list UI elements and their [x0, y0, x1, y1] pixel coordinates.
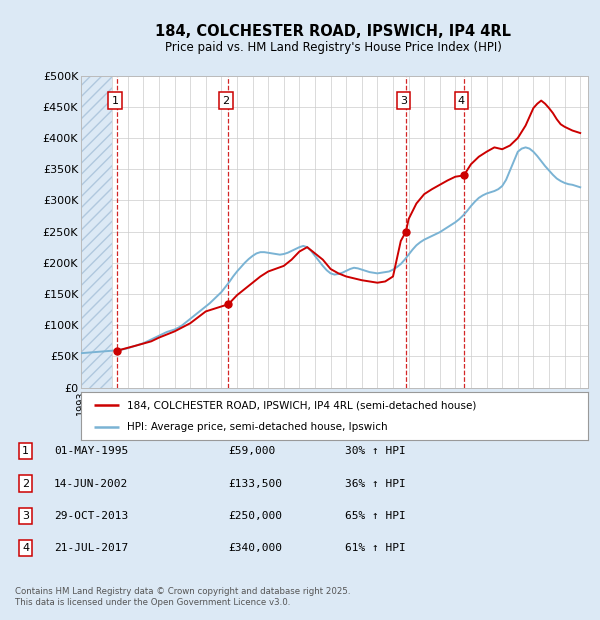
Text: 4: 4: [22, 543, 29, 553]
Text: Contains HM Land Registry data © Crown copyright and database right 2025.
This d: Contains HM Land Registry data © Crown c…: [15, 587, 350, 606]
Text: £250,000: £250,000: [228, 511, 282, 521]
Text: 65% ↑ HPI: 65% ↑ HPI: [345, 511, 406, 521]
Text: 21-JUL-2017: 21-JUL-2017: [54, 543, 128, 553]
Text: 1: 1: [22, 446, 29, 456]
Text: 3: 3: [22, 511, 29, 521]
Text: 36% ↑ HPI: 36% ↑ HPI: [345, 479, 406, 489]
Text: £340,000: £340,000: [228, 543, 282, 553]
Text: 2: 2: [22, 479, 29, 489]
Text: 184, COLCHESTER ROAD, IPSWICH, IP4 4RL (semi-detached house): 184, COLCHESTER ROAD, IPSWICH, IP4 4RL (…: [127, 400, 476, 410]
Text: 1: 1: [112, 95, 119, 105]
Text: 2: 2: [223, 95, 230, 105]
Text: 30% ↑ HPI: 30% ↑ HPI: [345, 446, 406, 456]
Text: 4: 4: [458, 95, 465, 105]
Text: 3: 3: [400, 95, 407, 105]
Text: £133,500: £133,500: [228, 479, 282, 489]
Text: 184, COLCHESTER ROAD, IPSWICH, IP4 4RL: 184, COLCHESTER ROAD, IPSWICH, IP4 4RL: [155, 24, 511, 38]
Text: 14-JUN-2002: 14-JUN-2002: [54, 479, 128, 489]
Text: £59,000: £59,000: [228, 446, 275, 456]
Text: HPI: Average price, semi-detached house, Ipswich: HPI: Average price, semi-detached house,…: [127, 422, 387, 432]
Text: 61% ↑ HPI: 61% ↑ HPI: [345, 543, 406, 553]
Text: 29-OCT-2013: 29-OCT-2013: [54, 511, 128, 521]
Text: Price paid vs. HM Land Registry's House Price Index (HPI): Price paid vs. HM Land Registry's House …: [164, 41, 502, 53]
Text: 01-MAY-1995: 01-MAY-1995: [54, 446, 128, 456]
